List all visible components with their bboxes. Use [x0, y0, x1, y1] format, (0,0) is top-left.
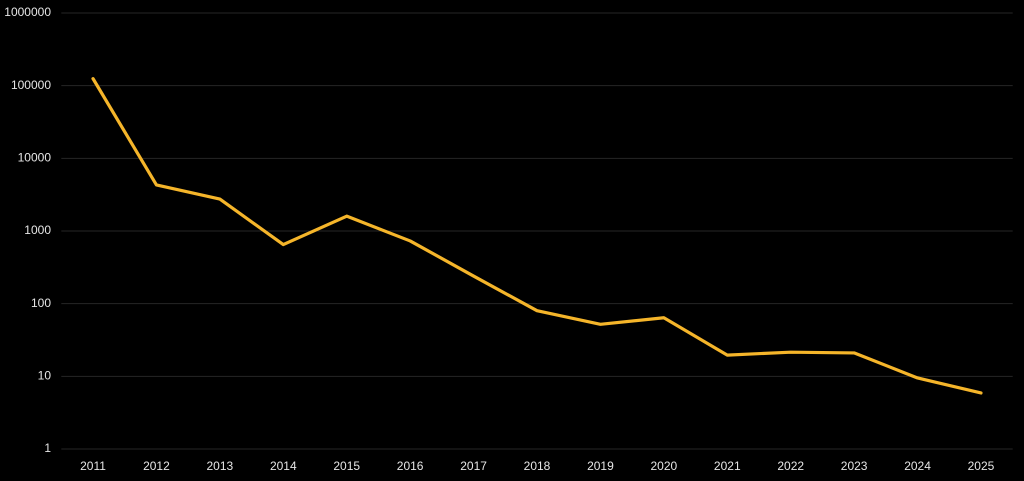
y-tick-label: 10000	[18, 151, 52, 165]
x-tick-label: 2020	[651, 459, 678, 473]
y-tick-label: 100000	[11, 78, 51, 92]
x-tick-label: 2018	[524, 459, 551, 473]
x-tick-label: 2012	[143, 459, 170, 473]
x-tick-label: 2016	[397, 459, 424, 473]
x-tick-label: 2013	[207, 459, 234, 473]
x-tick-label: 2022	[777, 459, 804, 473]
x-tick-label: 2024	[904, 459, 931, 473]
y-tick-label: 10	[38, 369, 52, 383]
y-tick-label: 1000	[24, 223, 51, 237]
x-tick-label: 2025	[968, 459, 995, 473]
x-tick-label: 2014	[270, 459, 297, 473]
x-tick-label: 2015	[333, 459, 360, 473]
x-tick-label: 2019	[587, 459, 614, 473]
data-line	[91, 77, 983, 395]
y-tick-label: 1	[44, 441, 51, 455]
x-tick-label: 2017	[460, 459, 487, 473]
y-tick-label: 100	[31, 296, 51, 310]
x-tick-label: 2021	[714, 459, 741, 473]
x-tick-label: 2011	[80, 459, 106, 473]
x-tick-label: 2023	[841, 459, 868, 473]
y-tick-label: 1000000	[4, 5, 51, 19]
